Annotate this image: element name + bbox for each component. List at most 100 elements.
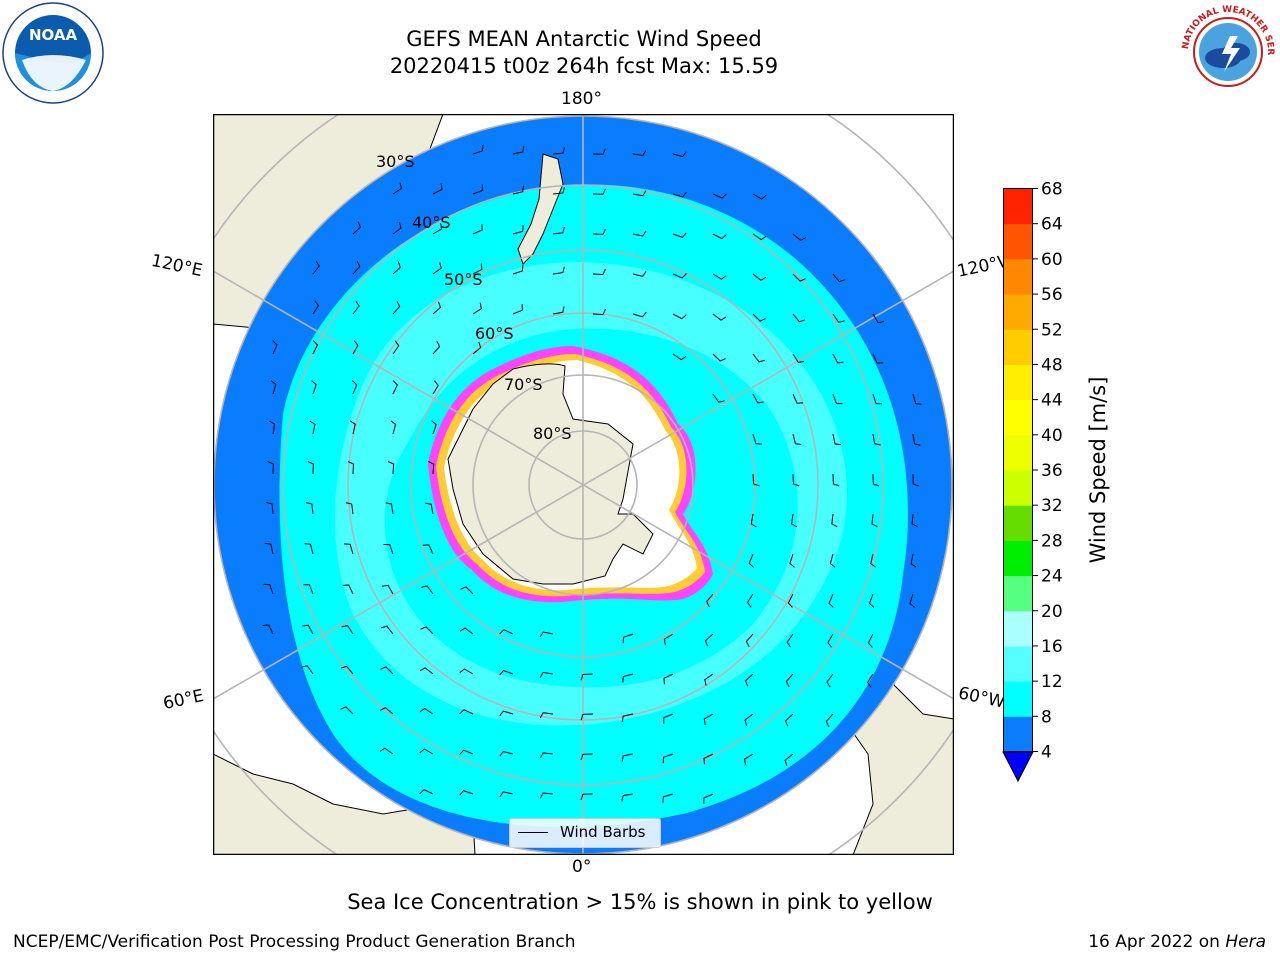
colorbar-swatch — [1003, 294, 1033, 330]
wind-barb — [352, 300, 360, 315]
wind-barb — [345, 502, 354, 515]
wind-barb — [832, 353, 844, 364]
colorbar-swatch — [1003, 329, 1033, 365]
wind-barb — [912, 473, 920, 487]
wind-barb — [340, 706, 354, 715]
wind-barb — [580, 673, 594, 681]
wind-barb — [432, 301, 442, 315]
wind-barb — [784, 753, 794, 767]
wind-barb — [752, 313, 766, 322]
wind-barb — [432, 380, 439, 395]
wind-barb — [832, 433, 841, 446]
wind-barb — [422, 544, 434, 555]
wind-barb — [472, 302, 482, 315]
wind-barb — [342, 584, 354, 595]
wind-barb — [263, 583, 274, 595]
wind-barb — [621, 753, 634, 762]
wind-barb — [748, 553, 754, 568]
colorbar-tick-label: 48 — [1041, 355, 1063, 375]
wind-barb — [752, 393, 764, 404]
wind-barb — [826, 673, 834, 688]
wind-barb — [340, 665, 354, 675]
wind-barb — [421, 585, 434, 595]
colorbar-swatch — [1003, 575, 1033, 612]
wind-barb — [672, 151, 687, 158]
wind-barb — [703, 753, 714, 765]
lon-label-0: 0° — [572, 857, 592, 877]
wind-barb — [580, 713, 594, 721]
wind-barb — [459, 668, 474, 675]
host-name: Hera — [1225, 932, 1266, 952]
wind-barb — [832, 313, 845, 323]
legend-line-icon — [518, 832, 548, 833]
colorbar-swatch — [1003, 681, 1033, 717]
wind-barb — [432, 183, 443, 195]
wind-barb — [791, 513, 798, 528]
wind-barb — [704, 673, 714, 686]
wind-barb — [786, 633, 794, 648]
wind-barb — [432, 222, 443, 235]
wind-barb — [472, 144, 484, 155]
wind-barb — [552, 147, 566, 155]
wind-barb — [592, 268, 606, 276]
wind-barb — [746, 593, 754, 608]
wind-barb — [272, 340, 278, 355]
wind-barb — [672, 313, 687, 320]
wind-barb — [385, 502, 394, 515]
wind-barb — [632, 311, 647, 318]
wind-barb — [752, 233, 767, 241]
colorbar-tick-label: 28 — [1041, 531, 1063, 551]
wind-barb — [309, 420, 316, 435]
colorbar-swatch — [1003, 610, 1033, 647]
wind-barb — [792, 353, 805, 364]
wind-barb — [792, 473, 800, 487]
wind-barb — [832, 393, 843, 404]
wind-barb — [831, 513, 838, 528]
wind-barb — [352, 221, 361, 235]
map-legend: Wind Barbs — [509, 818, 661, 848]
wind-barb — [592, 308, 606, 316]
noaa-logo-icon: NOAA — [2, 2, 104, 108]
polar-map — [212, 113, 955, 859]
wind-barb — [872, 393, 883, 405]
colorbar-tick-label: 64 — [1041, 215, 1063, 235]
wind-barb — [792, 233, 807, 242]
wind-barb — [311, 380, 317, 395]
colorbar-tick-label: 52 — [1041, 320, 1063, 340]
producer-credit: NCEP/EMC/Verification Post Processing Pr… — [13, 932, 576, 952]
colorbar-swatch — [1003, 188, 1033, 225]
wind-barb — [712, 313, 727, 321]
wind-barb — [872, 353, 884, 364]
wind-barb — [909, 593, 915, 608]
wind-barb — [352, 260, 361, 275]
wind-barb — [621, 713, 634, 723]
wind-barb — [425, 502, 434, 515]
wind-barb — [347, 461, 355, 475]
wind-barb — [431, 420, 437, 435]
wind-barb — [663, 633, 674, 646]
wind-barb — [871, 513, 878, 528]
wind-barb — [392, 300, 401, 315]
wind-barb — [472, 223, 483, 235]
colorbar-tick-label: 40 — [1041, 426, 1063, 446]
colorbar-tick-label: 32 — [1041, 496, 1063, 516]
wind-barb — [349, 420, 356, 435]
wind-barb — [379, 706, 394, 715]
wind-barb — [632, 271, 647, 277]
wind-barb — [392, 261, 401, 275]
colorbar-swatch — [1003, 364, 1033, 401]
wind-barb — [390, 420, 397, 435]
wind-barb — [392, 340, 400, 355]
wind-barb — [428, 460, 435, 475]
lon-label-120e: 120°E — [149, 250, 205, 282]
wind-barb — [703, 713, 714, 725]
wind-barb — [672, 273, 687, 279]
colorbar-tick-label: 12 — [1041, 672, 1063, 692]
colorbar-tick-label: 16 — [1041, 637, 1063, 657]
lat-label-50s: 50°S — [444, 270, 483, 289]
sea-ice-note: Sea Ice Concentration > 15% is shown in … — [347, 890, 933, 914]
wind-barb — [512, 264, 524, 275]
lon-label-60e: 60°E — [161, 685, 206, 715]
colorbar-swatch — [1003, 470, 1033, 506]
wind-barb — [539, 631, 554, 638]
